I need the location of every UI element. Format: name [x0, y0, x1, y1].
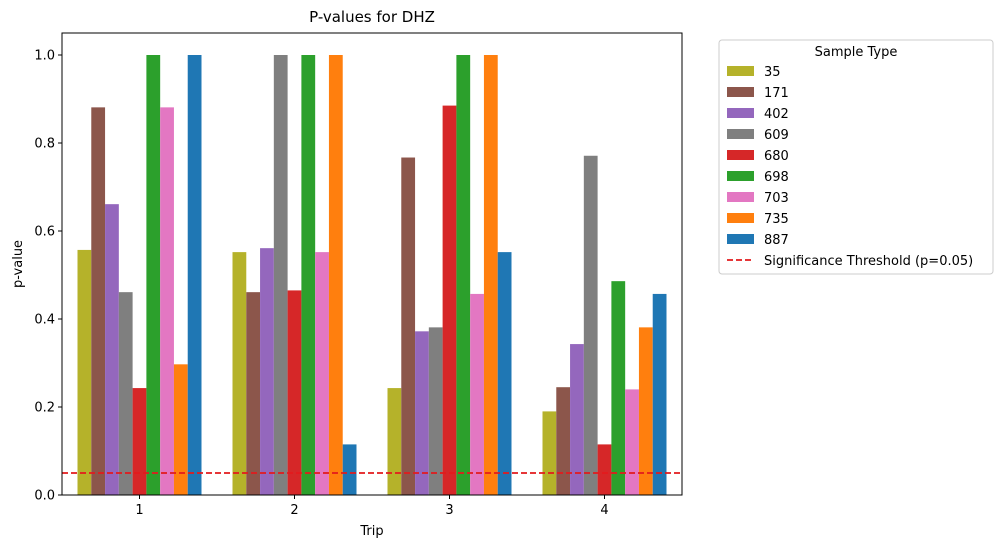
bar-trip-1-sample-735: [173, 364, 188, 495]
bar-trip-4-sample-171: [556, 387, 571, 495]
plot-frame: [61, 32, 683, 496]
bar-trip-2-sample-171: [246, 292, 261, 495]
bar-trip-3-sample-887: [497, 252, 512, 495]
x-tick-label: 1: [135, 503, 143, 518]
bar-trip-2-sample-735: [328, 55, 343, 495]
bar-trip-1-sample-402: [105, 204, 119, 495]
legend-swatch-698: [727, 171, 754, 181]
legend-label-171: 171: [764, 86, 789, 101]
bar-trip-4-sample-680: [597, 444, 612, 495]
legend-items: 35 171 402 609 680 698 703 735 887 Significance T…: [727, 65, 973, 269]
bar-trip-2-sample-35: [232, 252, 247, 495]
y-tick-label: 0.0: [34, 489, 55, 504]
bar-trip-2-sample-402: [260, 248, 274, 495]
bar-trip-2-sample-609: [273, 55, 288, 495]
chart-title: P-values for DHZ: [309, 8, 435, 26]
bar-trip-4-sample-703: [625, 389, 639, 495]
bar-trip-2-sample-680: [287, 290, 302, 495]
y-tick-label: 0.6: [34, 225, 55, 240]
bar-trip-2-sample-887: [342, 444, 357, 495]
bar-trip-1-sample-171: [91, 107, 106, 496]
bar-trip-1-sample-698: [146, 55, 161, 495]
bar-trip-2-sample-698: [301, 55, 316, 495]
legend-swatch-609: [727, 129, 754, 139]
legend-swatch-680: [727, 150, 754, 160]
legend-label-735: 735: [764, 212, 789, 227]
bar-trip-4-sample-35: [542, 411, 557, 495]
legend: Sample Type 35 171 402 609 680 698 703 735 887 Si…: [718, 39, 994, 275]
legend-swatch-402: [727, 108, 754, 118]
y-axis-title: p-value: [11, 240, 26, 288]
bar-trip-1-sample-887: [187, 55, 202, 495]
x-tick-label: 2: [290, 503, 298, 518]
legend-label-887: 887: [764, 233, 789, 248]
bar-trip-3-sample-35: [387, 388, 402, 495]
legend-swatch-887: [727, 234, 754, 244]
bar-trip-4-sample-402: [570, 344, 584, 495]
bar-trip-4-sample-698: [611, 281, 626, 495]
bar-trip-3-sample-171: [401, 157, 416, 495]
y-tick-label: 0.8: [34, 137, 55, 152]
x-tick-label: 3: [445, 503, 453, 518]
y-axis: 0.0 0.2 0.4 0.6 0.8 1.0: [34, 49, 62, 504]
bar-trip-4-sample-735: [638, 327, 653, 495]
legend-title: Sample Type: [815, 45, 898, 60]
bar-trip-1-sample-680: [132, 388, 147, 495]
legend-label-703: 703: [764, 191, 789, 206]
x-tick-label: 4: [600, 503, 608, 518]
bar-trip-3-sample-735: [483, 55, 498, 495]
legend-box: [718, 39, 994, 275]
bar-trip-3-sample-698: [456, 55, 471, 495]
bar-trip-3-sample-402: [415, 331, 429, 495]
y-tick-label: 0.4: [34, 313, 55, 328]
legend-label-609: 609: [764, 128, 789, 143]
y-tick-label: 0.2: [34, 401, 55, 416]
bars-group: [77, 55, 667, 496]
legend-label-698: 698: [764, 170, 789, 185]
bar-trip-4-sample-887: [652, 293, 667, 495]
bar-trip-3-sample-680: [442, 105, 457, 495]
legend-swatch-171: [727, 87, 754, 97]
legend-label-35: 35: [764, 65, 781, 80]
bar-trip-2-sample-703: [315, 252, 329, 495]
bar-trip-1-sample-35: [77, 249, 92, 495]
bar-trip-1-sample-609: [118, 292, 133, 495]
legend-label-402: 402: [764, 107, 789, 122]
legend-label-680: 680: [764, 149, 789, 164]
legend-label-threshold: Significance Threshold (p=0.05): [764, 254, 973, 269]
bar-trip-4-sample-609: [583, 155, 598, 495]
bar-trip-1-sample-703: [160, 107, 174, 496]
legend-swatch-735: [727, 213, 754, 223]
x-axis: 1 2 3 4: [135, 495, 609, 518]
bar-trip-3-sample-703: [470, 293, 484, 495]
bar-trip-3-sample-609: [428, 327, 443, 495]
legend-swatch-703: [727, 192, 754, 202]
y-tick-label: 1.0: [34, 49, 55, 64]
x-axis-title: Trip: [359, 524, 383, 539]
legend-swatch-35: [727, 66, 754, 76]
